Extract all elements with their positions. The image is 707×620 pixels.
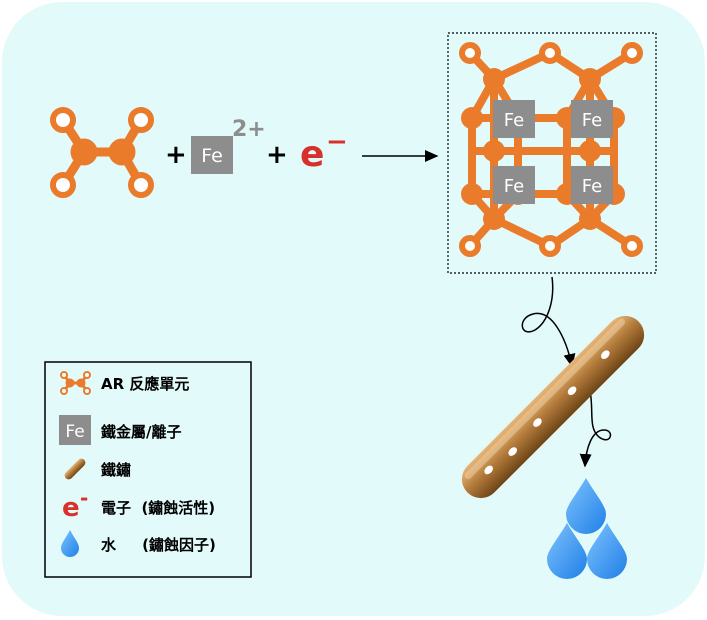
framework-terminal — [539, 42, 561, 64]
fe-ion-label: Fe — [201, 145, 223, 167]
fe-charge-label: 2+ — [232, 117, 266, 142]
legend-label-electron: 電子 (鏽蝕活性) — [101, 499, 215, 517]
swirl-arrow-2 — [579, 390, 612, 468]
legend-label-ar: AR 反應單元 — [101, 375, 189, 393]
electron-e-label: e — [300, 134, 324, 175]
legend-ar-icon — [60, 371, 91, 395]
framework-fe-square — [571, 166, 613, 204]
plus-sign-2: + — [266, 140, 288, 170]
legend-fe-text: Fe — [65, 422, 84, 442]
framework-terminal — [459, 42, 481, 64]
framework-fe-square — [571, 100, 613, 138]
rod-pit — [567, 386, 577, 396]
framework-node — [579, 68, 601, 90]
rod-pit — [601, 350, 610, 359]
legend-fe-icon: Fe — [59, 415, 91, 445]
rod-pit — [484, 465, 493, 475]
rust-rod — [461, 315, 645, 499]
framework-terminal — [539, 235, 561, 257]
framework-node — [579, 208, 601, 230]
framework-box — [447, 32, 657, 274]
legend-electron-minus: - — [80, 486, 88, 510]
legend-rust-icon — [64, 458, 86, 480]
framework-fe-label: Fe — [582, 176, 602, 197]
framework-node — [461, 183, 483, 205]
rod-pit — [508, 447, 518, 456]
framework-node — [483, 208, 505, 230]
water-drop — [587, 523, 627, 579]
legend-label-water: 水 (鏽蝕因子) — [101, 536, 216, 554]
plus-sign-1: + — [165, 140, 187, 170]
framework-fe-label: Fe — [504, 110, 524, 131]
swirl-arrow-1 — [521, 276, 576, 368]
water-drop — [547, 523, 587, 579]
water-drop — [566, 478, 606, 534]
framework-node — [461, 107, 483, 129]
framework-fe-label: Fe — [582, 110, 602, 131]
framework-fe-square — [493, 100, 535, 138]
framework-terminal — [621, 235, 643, 257]
legend-label-fe: 鐵金屬/離子 — [101, 423, 181, 441]
mof-framework: Fe Fe Fe Fe — [459, 42, 643, 257]
framework-node — [483, 68, 505, 90]
legend-water-icon — [61, 530, 79, 557]
legend-electron-e: e — [62, 493, 80, 523]
framework-fe-square — [493, 166, 535, 204]
framework-fe-label: Fe — [504, 176, 524, 197]
framework-node — [579, 140, 601, 162]
framework-terminal — [459, 235, 481, 257]
framework-terminal — [621, 42, 643, 64]
legend-label-rust: 鐵鏽 — [101, 461, 131, 479]
electron-minus-label: − — [326, 127, 348, 157]
ar-unit-icon — [50, 107, 154, 198]
framework-node — [483, 140, 505, 162]
fe-ion-icon: Fe — [191, 136, 233, 174]
rod-pit — [533, 418, 542, 427]
